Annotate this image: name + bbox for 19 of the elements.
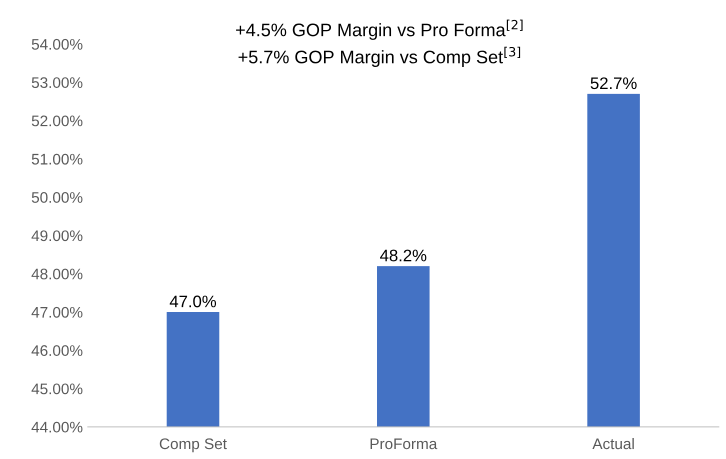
y-tick-label: 44.00% — [32, 422, 82, 433]
y-tick-label: 52.00% — [32, 115, 82, 126]
y-tick-label: 48.00% — [32, 268, 82, 280]
x-tick-label: ProForma — [370, 438, 438, 450]
y-tick-label: 49.00% — [32, 230, 82, 242]
y-tick-label: 50.00% — [32, 192, 82, 203]
x-tick-label: Actual — [592, 438, 634, 450]
x-tick-label: Comp Set — [160, 438, 227, 452]
y-tick-label: 47.00% — [32, 306, 82, 318]
data-label: 47.0% — [170, 296, 216, 308]
y-tick-label: 54.00% — [32, 38, 82, 50]
chart-title: +4.5% GOP Margin vs Pro Forma$^{[2]}$ — [236, 20, 523, 40]
y-tick-label: 45.00% — [32, 383, 82, 394]
data-label: 52.7% — [590, 77, 637, 90]
data-label: 48.2% — [380, 250, 426, 262]
chart-subtitle: +5.7% GOP Margin vs Comp Set$^{[3]}$ — [238, 46, 520, 67]
y-tick-label: 53.00% — [32, 77, 82, 88]
y-tick-label: 51.00% — [32, 154, 82, 165]
y-tick-label: 46.00% — [32, 345, 82, 356]
